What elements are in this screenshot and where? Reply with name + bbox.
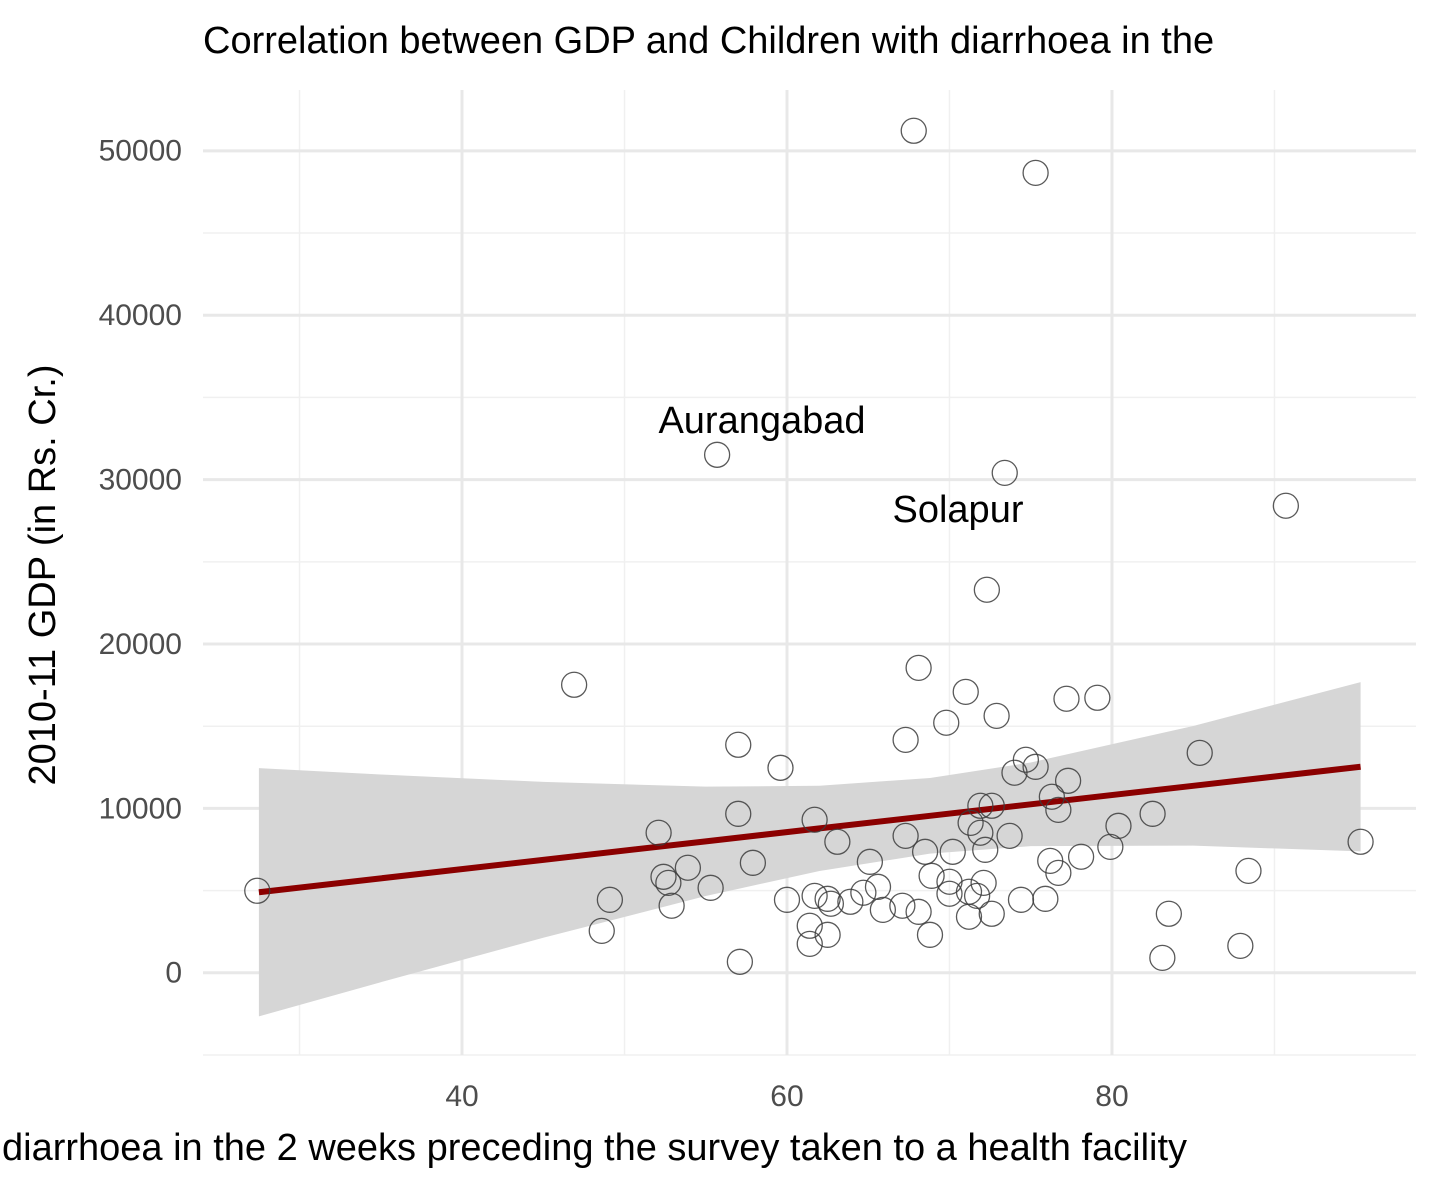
point xyxy=(697,874,724,901)
chart-title: Correlation between GDP and Children wit… xyxy=(203,20,1214,62)
point xyxy=(850,879,877,906)
point xyxy=(869,896,897,923)
point xyxy=(817,890,845,917)
point xyxy=(1084,684,1111,711)
point xyxy=(892,726,919,754)
point xyxy=(1067,843,1095,870)
y-tick-label: 30000 xyxy=(99,464,182,497)
point xyxy=(837,888,864,915)
y-tick-label: 40000 xyxy=(99,299,182,332)
point xyxy=(933,709,960,736)
point xyxy=(703,441,731,468)
point xyxy=(655,869,682,897)
point xyxy=(1235,857,1262,885)
point xyxy=(796,930,823,958)
point xyxy=(767,754,794,781)
point xyxy=(1038,783,1066,810)
point xyxy=(955,903,983,930)
point xyxy=(725,731,752,758)
point xyxy=(967,792,994,819)
point xyxy=(739,849,767,876)
point xyxy=(1186,739,1213,766)
point xyxy=(1097,833,1124,861)
point xyxy=(972,836,999,863)
annotation: Aurangabad xyxy=(658,400,865,442)
y-axis-label: 2010-11 GDP (in Rs. Cr.) xyxy=(22,365,64,786)
point xyxy=(1032,885,1059,912)
point xyxy=(978,792,1005,819)
point xyxy=(814,885,841,912)
point xyxy=(983,702,1010,730)
point xyxy=(1053,685,1080,712)
point xyxy=(970,869,997,897)
point xyxy=(996,822,1023,850)
point xyxy=(939,838,966,865)
point xyxy=(560,671,588,698)
point xyxy=(892,822,919,850)
x-tick-label: 60 xyxy=(770,1080,803,1113)
point xyxy=(978,900,1005,927)
point xyxy=(725,800,752,827)
point xyxy=(1272,492,1299,519)
x-tick-label: 80 xyxy=(1095,1080,1128,1113)
point xyxy=(773,886,801,913)
point xyxy=(1105,812,1132,839)
x-tick-label: 40 xyxy=(445,1080,478,1113)
point xyxy=(1022,159,1049,187)
point xyxy=(244,877,271,904)
point xyxy=(1022,753,1049,780)
point xyxy=(957,809,984,837)
x-axis-label: diarrhoea in the 2 weeks preceding the s… xyxy=(2,1127,1187,1169)
point xyxy=(674,854,702,881)
point xyxy=(963,882,991,910)
point xyxy=(1149,944,1176,971)
point xyxy=(1347,828,1374,855)
point xyxy=(1045,796,1072,824)
point xyxy=(796,912,823,939)
point xyxy=(900,117,927,144)
point xyxy=(726,948,754,975)
point xyxy=(1054,767,1082,794)
point xyxy=(864,873,892,900)
point xyxy=(1227,932,1254,959)
point xyxy=(967,819,994,846)
point xyxy=(952,678,979,706)
point xyxy=(911,838,939,865)
point xyxy=(905,654,932,681)
y-tick-label: 20000 xyxy=(99,628,182,661)
point xyxy=(814,921,841,948)
point xyxy=(1001,759,1028,786)
point xyxy=(918,862,945,889)
point xyxy=(596,886,624,913)
point xyxy=(801,882,828,910)
point xyxy=(856,848,884,875)
point xyxy=(645,819,672,846)
y-tick-label: 10000 xyxy=(99,792,182,825)
point xyxy=(905,898,932,925)
point xyxy=(650,863,677,890)
point xyxy=(991,459,1018,487)
point xyxy=(1139,800,1166,827)
point xyxy=(1045,859,1072,887)
point xyxy=(824,828,851,855)
point xyxy=(658,892,685,919)
point xyxy=(1155,900,1183,927)
y-tick-label: 50000 xyxy=(99,135,182,168)
fit-line xyxy=(258,763,1361,896)
point xyxy=(936,880,963,907)
point xyxy=(889,892,916,919)
point xyxy=(588,917,615,945)
annotation: Solapur xyxy=(893,489,1024,531)
point xyxy=(973,576,1001,603)
point xyxy=(801,806,828,833)
point xyxy=(916,921,944,948)
y-tick-label: 0 xyxy=(165,957,182,990)
confidence-band xyxy=(258,682,1361,1017)
